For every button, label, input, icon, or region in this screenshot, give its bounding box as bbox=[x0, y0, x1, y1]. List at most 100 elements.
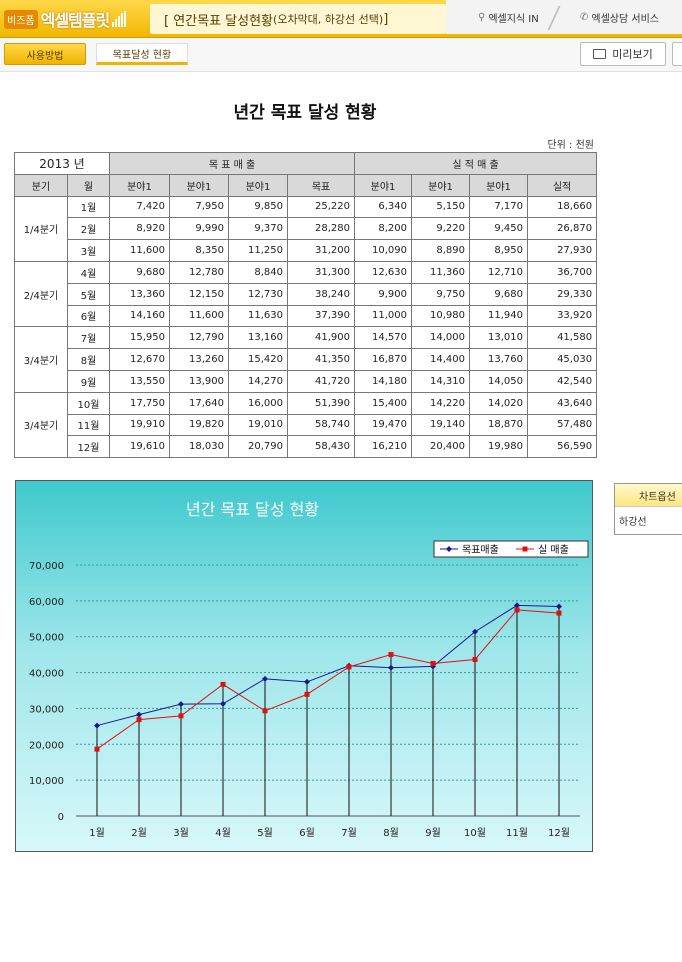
target-value-cell[interactable]: 58,430 bbox=[286, 435, 356, 459]
actual-value-cell[interactable]: 12,710 bbox=[469, 260, 529, 284]
target-value-cell[interactable]: 31,300 bbox=[286, 260, 356, 284]
actual-value-cell[interactable]: 19,470 bbox=[354, 413, 413, 437]
extra-button[interactable] bbox=[672, 42, 682, 66]
target-value-cell[interactable]: 51,390 bbox=[286, 391, 356, 415]
month-cell[interactable]: 7월 bbox=[67, 326, 110, 350]
preview-button[interactable]: 미리보기 bbox=[580, 42, 666, 66]
actual-value-cell[interactable]: 8,200 bbox=[354, 217, 413, 241]
month-cell[interactable]: 3월 bbox=[67, 239, 110, 262]
tab-target-status[interactable]: 목표달성 현황 bbox=[96, 43, 188, 65]
target-value-cell[interactable]: 14,160 bbox=[109, 304, 170, 328]
target-value-cell[interactable]: 12,780 bbox=[169, 260, 229, 284]
actual-value-cell[interactable]: 5,150 bbox=[411, 195, 471, 219]
actual-value-cell[interactable]: 11,000 bbox=[354, 304, 413, 328]
target-value-cell[interactable]: 11,250 bbox=[228, 239, 288, 262]
target-value-cell[interactable]: 38,240 bbox=[286, 282, 356, 306]
target-value-cell[interactable]: 41,900 bbox=[286, 326, 356, 350]
target-value-cell[interactable]: 12,730 bbox=[228, 282, 288, 306]
actual-value-cell[interactable]: 10,980 bbox=[411, 304, 471, 328]
target-value-cell[interactable]: 41,350 bbox=[286, 348, 356, 371]
actual-value-cell[interactable]: 56,590 bbox=[527, 435, 598, 459]
actual-value-cell[interactable]: 14,220 bbox=[411, 391, 471, 415]
month-cell[interactable]: 10월 bbox=[67, 391, 110, 415]
target-value-cell[interactable]: 9,370 bbox=[228, 217, 288, 241]
target-value-cell[interactable]: 13,260 bbox=[169, 348, 229, 371]
actual-value-cell[interactable]: 14,050 bbox=[469, 369, 529, 393]
actual-value-cell[interactable]: 26,870 bbox=[527, 217, 598, 241]
quarter-cell[interactable]: 1/4분기 bbox=[14, 195, 68, 262]
month-cell[interactable]: 1월 bbox=[67, 195, 110, 219]
actual-value-cell[interactable]: 13,760 bbox=[469, 348, 529, 371]
actual-value-cell[interactable]: 36,700 bbox=[527, 260, 598, 284]
month-cell[interactable]: 12월 bbox=[67, 435, 110, 459]
actual-value-cell[interactable]: 14,400 bbox=[411, 348, 471, 371]
month-cell[interactable]: 6월 bbox=[67, 304, 110, 328]
actual-value-cell[interactable]: 57,480 bbox=[527, 413, 598, 437]
actual-value-cell[interactable]: 11,940 bbox=[469, 304, 529, 328]
target-value-cell[interactable]: 9,680 bbox=[109, 260, 170, 284]
target-value-cell[interactable]: 13,550 bbox=[109, 369, 170, 393]
actual-value-cell[interactable]: 6,340 bbox=[354, 195, 413, 219]
quarter-cell[interactable]: 3/4분기 bbox=[14, 326, 68, 393]
target-value-cell[interactable]: 28,280 bbox=[286, 217, 356, 241]
actual-value-cell[interactable]: 9,750 bbox=[411, 282, 471, 306]
target-value-cell[interactable]: 14,270 bbox=[228, 369, 288, 393]
actual-value-cell[interactable]: 12,630 bbox=[354, 260, 413, 284]
actual-value-cell[interactable]: 15,400 bbox=[354, 391, 413, 415]
target-value-cell[interactable]: 15,950 bbox=[109, 326, 170, 350]
actual-value-cell[interactable]: 14,020 bbox=[469, 391, 529, 415]
actual-value-cell[interactable]: 10,090 bbox=[354, 239, 413, 262]
target-value-cell[interactable]: 8,920 bbox=[109, 217, 170, 241]
target-value-cell[interactable]: 15,420 bbox=[228, 348, 288, 371]
target-value-cell[interactable]: 11,600 bbox=[109, 239, 170, 262]
quarter-cell[interactable]: 3/4분기 bbox=[14, 391, 68, 459]
actual-value-cell[interactable]: 20,400 bbox=[411, 435, 471, 459]
actual-value-cell[interactable]: 9,220 bbox=[411, 217, 471, 241]
actual-value-cell[interactable]: 27,930 bbox=[527, 239, 598, 262]
target-value-cell[interactable]: 7,420 bbox=[109, 195, 170, 219]
target-value-cell[interactable]: 20,790 bbox=[228, 435, 288, 459]
target-value-cell[interactable]: 13,360 bbox=[109, 282, 170, 306]
line-chart[interactable]: 년간 목표 달성 현황 0 10,000 20,000 30,000 40,000 50,0… bbox=[15, 480, 593, 852]
actual-value-cell[interactable]: 11,360 bbox=[411, 260, 471, 284]
actual-value-cell[interactable]: 9,680 bbox=[469, 282, 529, 306]
brand-logo[interactable]: 비즈폼 엑셀템플릿 bbox=[4, 6, 127, 32]
target-value-cell[interactable]: 19,610 bbox=[109, 435, 170, 459]
actual-value-cell[interactable]: 14,180 bbox=[354, 369, 413, 393]
tab-excel-consulting[interactable]: ✆ 엑셀상담 서비스 bbox=[580, 10, 659, 25]
actual-value-cell[interactable]: 9,900 bbox=[354, 282, 413, 306]
quarter-cell[interactable]: 2/4분기 bbox=[14, 260, 68, 328]
actual-value-cell[interactable]: 29,330 bbox=[527, 282, 598, 306]
chart-option-drop-lines[interactable]: 하강선 bbox=[619, 516, 647, 528]
target-value-cell[interactable]: 11,600 bbox=[169, 304, 229, 328]
month-cell[interactable]: 4월 bbox=[67, 260, 110, 284]
actual-value-cell[interactable]: 16,870 bbox=[354, 348, 413, 371]
actual-value-cell[interactable]: 16,210 bbox=[354, 435, 413, 459]
actual-value-cell[interactable]: 42,540 bbox=[527, 369, 598, 393]
actual-value-cell[interactable]: 18,870 bbox=[469, 413, 529, 437]
target-value-cell[interactable]: 37,390 bbox=[286, 304, 356, 328]
target-value-cell[interactable]: 9,990 bbox=[169, 217, 229, 241]
target-value-cell[interactable]: 11,630 bbox=[228, 304, 288, 328]
target-value-cell[interactable]: 12,150 bbox=[169, 282, 229, 306]
month-cell[interactable]: 2월 bbox=[67, 217, 110, 241]
actual-value-cell[interactable]: 14,570 bbox=[354, 326, 413, 350]
target-value-cell[interactable]: 16,000 bbox=[228, 391, 288, 415]
target-value-cell[interactable]: 19,820 bbox=[169, 413, 229, 437]
actual-value-cell[interactable]: 19,980 bbox=[469, 435, 529, 459]
target-value-cell[interactable]: 19,010 bbox=[228, 413, 288, 437]
tab-excel-knowledge[interactable]: ⚲ 엑셀지식 IN bbox=[478, 10, 539, 25]
target-value-cell[interactable]: 8,350 bbox=[169, 239, 229, 262]
actual-value-cell[interactable]: 8,890 bbox=[411, 239, 471, 262]
target-value-cell[interactable]: 31,200 bbox=[286, 239, 356, 262]
target-value-cell[interactable]: 13,900 bbox=[169, 369, 229, 393]
target-value-cell[interactable]: 7,950 bbox=[169, 195, 229, 219]
actual-value-cell[interactable]: 7,170 bbox=[469, 195, 529, 219]
target-value-cell[interactable]: 58,740 bbox=[286, 413, 356, 437]
actual-value-cell[interactable]: 13,010 bbox=[469, 326, 529, 350]
target-value-cell[interactable]: 41,720 bbox=[286, 369, 356, 393]
target-value-cell[interactable]: 25,220 bbox=[286, 195, 356, 219]
target-value-cell[interactable]: 17,750 bbox=[109, 391, 170, 415]
usage-button[interactable]: 사용방법 bbox=[4, 43, 86, 65]
month-cell[interactable]: 11월 bbox=[67, 413, 110, 437]
